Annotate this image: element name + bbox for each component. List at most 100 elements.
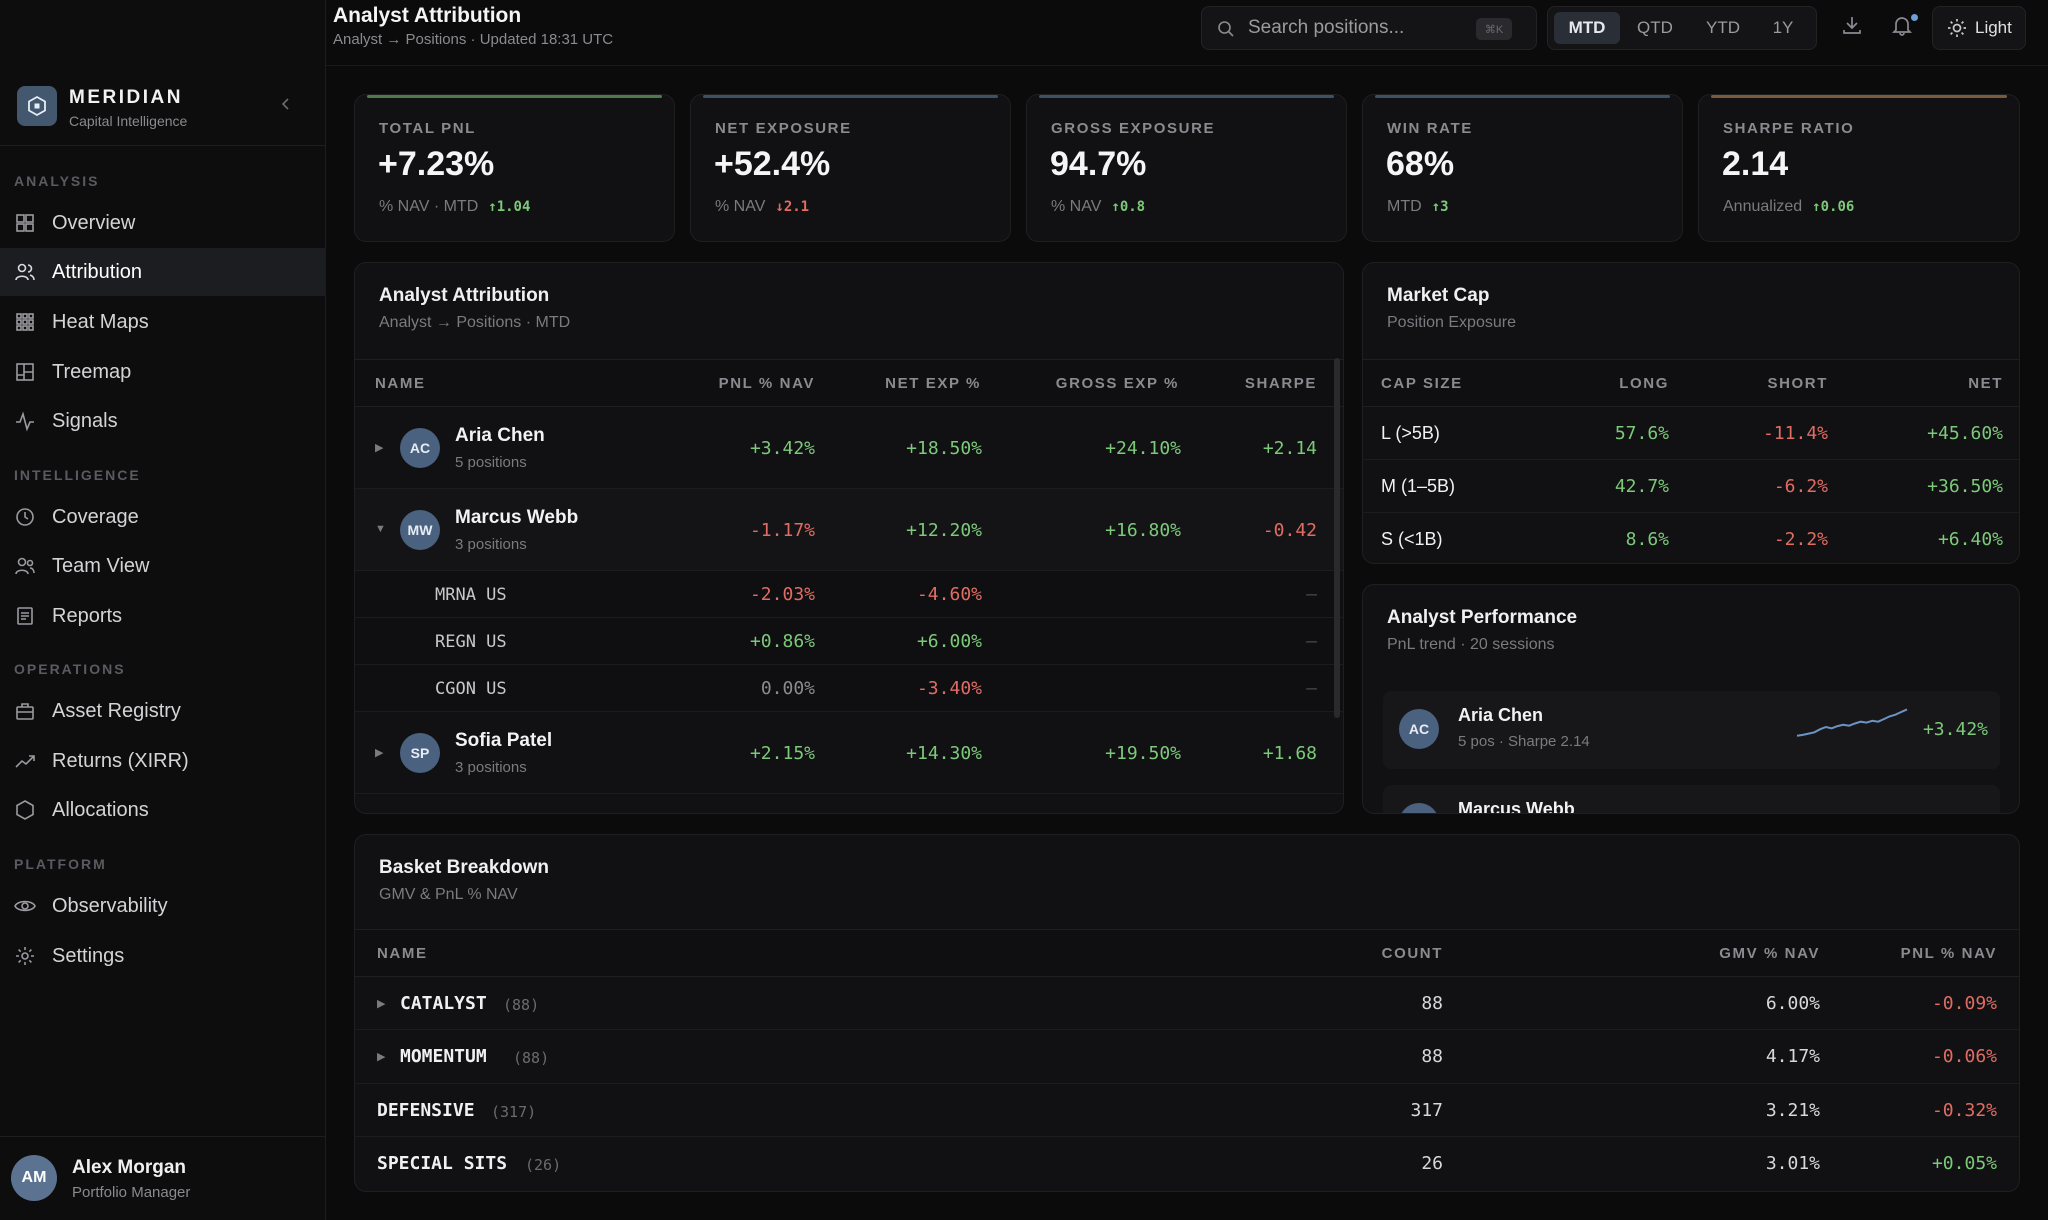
period-1y-button[interactable]: 1Y [1772, 18, 1794, 37]
sidebar-item-allocations[interactable]: Allocations [0, 786, 326, 834]
hexagon-icon [14, 799, 36, 821]
gross-exp-value: +16.80% [1105, 520, 1181, 541]
position-row[interactable]: REGN US +0.86% +6.00% — [355, 618, 1343, 665]
column-header-cap-size[interactable]: CAP SIZE [1381, 375, 1463, 392]
sidebar-item-reports[interactable]: Reports [0, 592, 326, 640]
clock-icon [14, 506, 36, 528]
table-row[interactable]: SPECIAL SITS (26) 26 3.01% +0.05% [355, 1137, 2019, 1191]
column-header-net[interactable]: NET [1968, 375, 2003, 392]
gmv-value: 3.01% [1765, 1153, 1820, 1174]
brand: MERIDIAN Capital Intelligence [0, 68, 326, 146]
column-header-net-exp[interactable]: NET EXP % [885, 375, 981, 392]
search-icon [1218, 21, 1234, 37]
sidebar-item-returns[interactable]: Returns (XIRR) [0, 737, 326, 785]
sidebar-item-asset-registry[interactable]: Asset Registry [0, 687, 326, 735]
column-header-gross-exp[interactable]: GROSS EXP % [1055, 375, 1179, 392]
sidebar-item-heat-maps[interactable]: Heat Maps [0, 298, 326, 346]
bell-icon[interactable] [1891, 14, 1913, 36]
position-row[interactable]: MRNA US -2.03% -4.60% — [355, 571, 1343, 618]
theme-toggle-button[interactable]: Light [1932, 6, 2026, 50]
kpi-label: NET EXPOSURE [715, 120, 852, 137]
ticker: CGON US [435, 679, 507, 699]
sidebar-item-label: Team View [52, 554, 150, 577]
sidebar-item-team-view[interactable]: Team View [0, 542, 326, 590]
ticker: REGN US [435, 632, 507, 652]
expand-caret-icon[interactable]: ▶ [375, 442, 384, 454]
column-header-name[interactable]: NAME [377, 945, 428, 962]
market-cap-card: Market Cap Position Exposure CAP SIZE LO… [1362, 262, 2020, 564]
kpi-accent [1039, 95, 1334, 98]
search-shortcut: ⌘K [1476, 18, 1512, 40]
cap-size: M (1–5B) [1381, 476, 1456, 496]
sidebar-item-label: Attribution [52, 260, 143, 283]
eye-icon [14, 895, 36, 917]
sidebar-item-settings[interactable]: Settings [0, 932, 326, 980]
attribution-scrollbar[interactable] [1334, 358, 1340, 718]
column-header-long[interactable]: LONG [1619, 375, 1669, 392]
table-row[interactable]: ▶ CATALYST (88) 88 6.00% -0.09% [355, 977, 2019, 1030]
expand-caret-icon[interactable]: ▶ [377, 1051, 386, 1063]
download-icon[interactable] [1841, 14, 1863, 36]
sidebar-item-label: Settings [52, 944, 125, 967]
sidebar-item-label: Returns (XIRR) [52, 749, 189, 772]
basket-count-tag: (88) [503, 996, 540, 1014]
kpi-card-gross-exposure: GROSS EXPOSURE 94.7% % NAV ↑0.8 [1026, 94, 1347, 242]
kpi-value: 2.14 [1722, 145, 1789, 183]
performance-item[interactable]: MW Marcus Webb [1383, 785, 2000, 813]
column-header-pnl[interactable]: PNL % NAV [1900, 945, 1997, 962]
table-row[interactable]: ▶ AC Aria Chen 5 positions +3.42% +18.50… [355, 407, 1343, 489]
expand-caret-icon[interactable]: ▶ [375, 747, 384, 759]
performance-item[interactable]: AC Aria Chen 5 pos · Sharpe 2.14 +3.42% [1383, 691, 2000, 769]
count-value: 88 [1421, 1046, 1443, 1067]
table-row[interactable]: M (1–5B) 42.7% -6.2% +36.50% [1363, 460, 2019, 513]
activity-icon [14, 410, 36, 432]
gear-icon [14, 945, 36, 967]
table-row[interactable]: ▶ SP Sofia Patel 3 positions +2.15% +14.… [355, 712, 1343, 794]
table-row[interactable]: ▼ MW Marcus Webb 3 positions -1.17% +12.… [355, 489, 1343, 571]
table-row[interactable]: S (<1B) 8.6% -2.2% +6.40% [1363, 513, 2019, 563]
trend-icon [14, 750, 36, 772]
table-row[interactable]: ▶ MOMENTUM (88) 88 4.17% -0.06% [355, 1030, 2019, 1084]
period-qtd-button[interactable]: QTD [1637, 18, 1673, 37]
sidebar-item-treemap[interactable]: Treemap [0, 348, 326, 396]
count-value: 26 [1421, 1153, 1443, 1174]
net-value: +6.40% [1937, 529, 2003, 550]
period-mtd-button[interactable]: MTD [1554, 12, 1620, 44]
period-ytd-button[interactable]: YTD [1706, 18, 1740, 37]
kpi-sub: % NAV ↑0.8 [1051, 198, 1145, 216]
search-box[interactable]: ⌘K [1201, 6, 1537, 50]
card-subtitle: PnL trend · 20 sessions [1387, 636, 1555, 653]
pnl-value: +3.42% [749, 438, 815, 459]
kpi-sub: MTD ↑3 [1387, 198, 1449, 216]
card-title: Analyst Performance [1387, 607, 1578, 628]
sidebar-item-coverage[interactable]: Coverage [0, 493, 326, 541]
expand-caret-icon[interactable]: ▶ [377, 998, 386, 1010]
user-profile[interactable]: AM Alex Morgan Portfolio Manager [0, 1136, 326, 1220]
kpi-accent [1375, 95, 1670, 98]
column-header-name[interactable]: NAME [375, 375, 426, 392]
kpi-delta: ↑0.8 [1111, 199, 1146, 215]
sparkline-path [1796, 708, 1908, 737]
sidebar-item-observability[interactable]: Observability [0, 882, 326, 930]
table-row[interactable]: DEFENSIVE (317) 317 3.21% -0.32% [355, 1084, 2019, 1137]
period-selector: MTD QTD YTD 1Y [1547, 6, 1817, 50]
search-input[interactable] [1248, 7, 1468, 49]
sidebar-item-attribution[interactable]: Attribution [0, 248, 326, 296]
column-header-pnl[interactable]: PNL % NAV [718, 375, 815, 392]
collapse-sidebar-icon[interactable] [278, 96, 294, 112]
collapse-caret-icon[interactable]: ▼ [375, 523, 386, 535]
sharpe-value: +1.68 [1262, 743, 1317, 764]
avatar: AC [400, 428, 440, 468]
sidebar-item-label: Coverage [52, 505, 139, 528]
column-header-sharpe[interactable]: SHARPE [1244, 375, 1317, 392]
sidebar-item-overview[interactable]: Overview [0, 199, 326, 247]
section-label-platform: PLATFORM [14, 856, 107, 872]
position-row[interactable]: CGON US 0.00% -3.40% — [355, 665, 1343, 712]
pnl-value: -1.17% [749, 520, 815, 541]
column-header-count[interactable]: COUNT [1381, 945, 1443, 962]
sidebar-item-signals[interactable]: Signals [0, 397, 326, 445]
column-header-gmv[interactable]: GMV % NAV [1719, 945, 1820, 962]
kpi-value: 68% [1386, 145, 1455, 183]
table-row[interactable]: L (>5B) 57.6% -11.4% +45.60% [1363, 407, 2019, 460]
column-header-short[interactable]: SHORT [1767, 375, 1828, 392]
